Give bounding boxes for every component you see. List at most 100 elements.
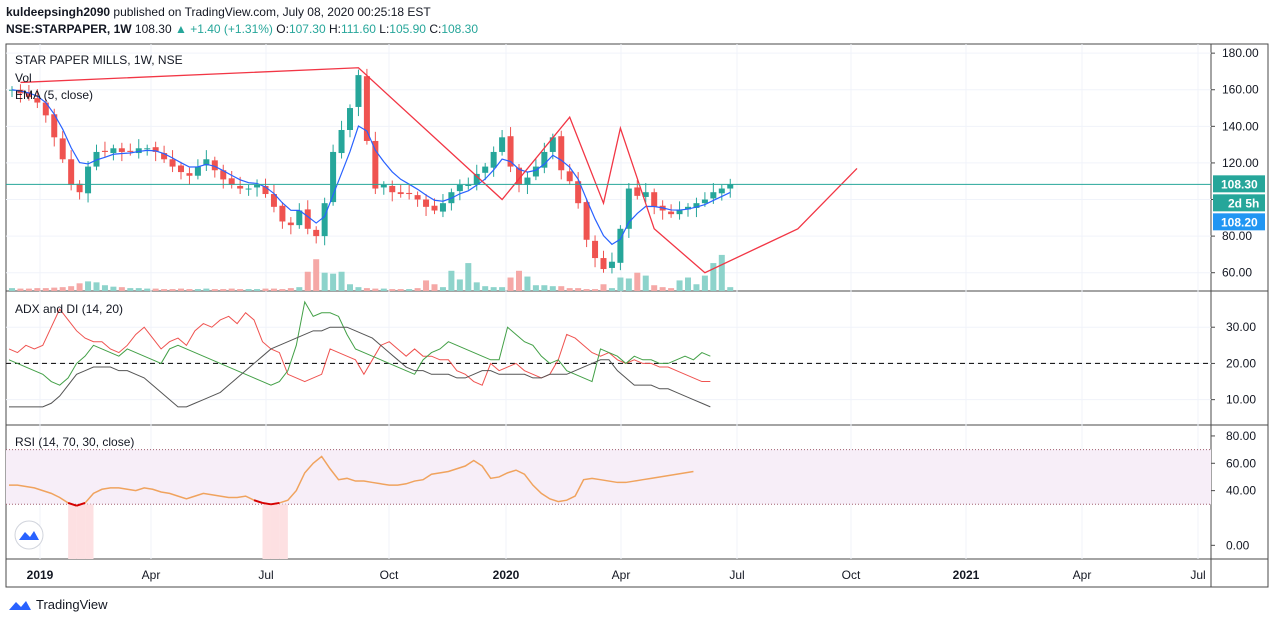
oversold-highlight <box>76 504 86 559</box>
candle <box>634 187 641 196</box>
volume-bar <box>685 277 691 291</box>
volume-bar <box>701 275 708 291</box>
volume-bar <box>668 288 675 291</box>
volume-bar <box>448 270 455 291</box>
price-badge <box>1213 175 1265 193</box>
x-tick-label: Apr <box>142 568 161 582</box>
volume-bar <box>617 277 624 291</box>
candle <box>549 137 556 152</box>
candle <box>270 194 277 207</box>
volume-bar <box>161 289 168 291</box>
candle <box>279 205 286 222</box>
volume-bar <box>423 280 430 291</box>
volume-bar <box>516 270 522 291</box>
volume-bar <box>473 282 480 291</box>
volume-bar <box>169 289 176 291</box>
volume-bar <box>135 288 142 291</box>
volume-bar <box>42 288 49 291</box>
candle <box>693 203 700 208</box>
candle <box>685 206 691 210</box>
volume-bar <box>17 288 24 291</box>
candle <box>710 192 717 199</box>
volume-bar <box>85 281 92 291</box>
volume-bar <box>575 288 582 291</box>
volume-bar <box>490 287 497 291</box>
rsi-tick-label: 60.00 <box>1226 456 1256 470</box>
tradingview-watermark-icon[interactable] <box>14 520 44 550</box>
volume-bar <box>270 288 277 291</box>
volume-bar <box>127 288 134 291</box>
volume-bar <box>693 284 700 291</box>
candle <box>566 171 573 182</box>
volume-bar <box>482 286 489 291</box>
volume-bar <box>642 275 649 291</box>
price-badge-label: 2d 5h <box>1228 196 1259 210</box>
candle <box>718 188 725 194</box>
author-name[interactable]: kuldeepsingh2090 <box>6 5 111 19</box>
candle <box>68 159 75 185</box>
volume-bar <box>254 289 261 291</box>
candle <box>583 202 590 240</box>
price-tick-label: 80.00 <box>1222 229 1252 243</box>
volume-bar <box>465 263 472 291</box>
volume-bar <box>194 289 201 291</box>
candle <box>625 188 632 229</box>
candle <box>592 240 599 259</box>
volume-bar <box>541 285 548 291</box>
candle <box>676 210 683 215</box>
volume-bar <box>228 288 235 291</box>
rsi-oversold-segment <box>253 499 263 504</box>
legend-ema: EMA (5, close) <box>15 88 93 102</box>
price-tick-label: 180.00 <box>1222 46 1259 60</box>
candle <box>608 261 615 268</box>
candle <box>287 222 294 226</box>
candle <box>34 98 41 103</box>
volume-bar <box>380 288 387 291</box>
volume-bar <box>203 288 210 291</box>
candle <box>668 211 675 215</box>
rsi-title: RSI (14, 70, 30, close) <box>15 435 134 449</box>
volume-bar <box>9 288 15 291</box>
volume-bar <box>296 287 303 291</box>
candle <box>558 136 565 171</box>
volume-bar <box>152 288 159 291</box>
volume-bar <box>76 283 83 291</box>
candle <box>321 203 328 237</box>
candle <box>490 151 497 168</box>
candle <box>51 114 58 138</box>
price-badge <box>1213 213 1265 231</box>
volume-bar <box>186 289 193 291</box>
volume-bar <box>608 288 615 291</box>
volume-bar <box>625 278 632 291</box>
x-tick-label: 2019 <box>27 568 54 582</box>
rsi-tick-label: 0.00 <box>1226 538 1250 552</box>
rsi-tick-label: 40.00 <box>1226 484 1256 498</box>
volume-bar <box>727 287 734 291</box>
volume-bar <box>566 288 573 291</box>
candle <box>575 181 582 204</box>
volume-bar <box>338 271 345 291</box>
candle <box>127 150 134 152</box>
open-label: O: <box>276 22 289 36</box>
brand-text: TradingView <box>36 597 108 612</box>
candle <box>423 199 430 207</box>
candle <box>380 184 387 188</box>
candle <box>93 151 100 167</box>
candle <box>203 159 210 166</box>
candle <box>228 178 235 185</box>
ema-line <box>11 89 731 246</box>
price-badge-label: 108.20 <box>1221 215 1258 229</box>
volume-bar <box>363 288 370 291</box>
legend-vol: Vol <box>15 71 32 85</box>
candle <box>59 138 66 160</box>
volume-bar <box>439 287 446 291</box>
oversold-highlight <box>262 504 271 559</box>
rsi-oversold-segment <box>262 501 272 506</box>
volume-bar <box>676 280 683 291</box>
volume-bar <box>68 286 75 291</box>
volume-bar <box>507 277 514 291</box>
candle <box>178 165 184 173</box>
oversold-highlight <box>270 504 280 559</box>
price-badge-label: 108.30 <box>1221 177 1258 191</box>
